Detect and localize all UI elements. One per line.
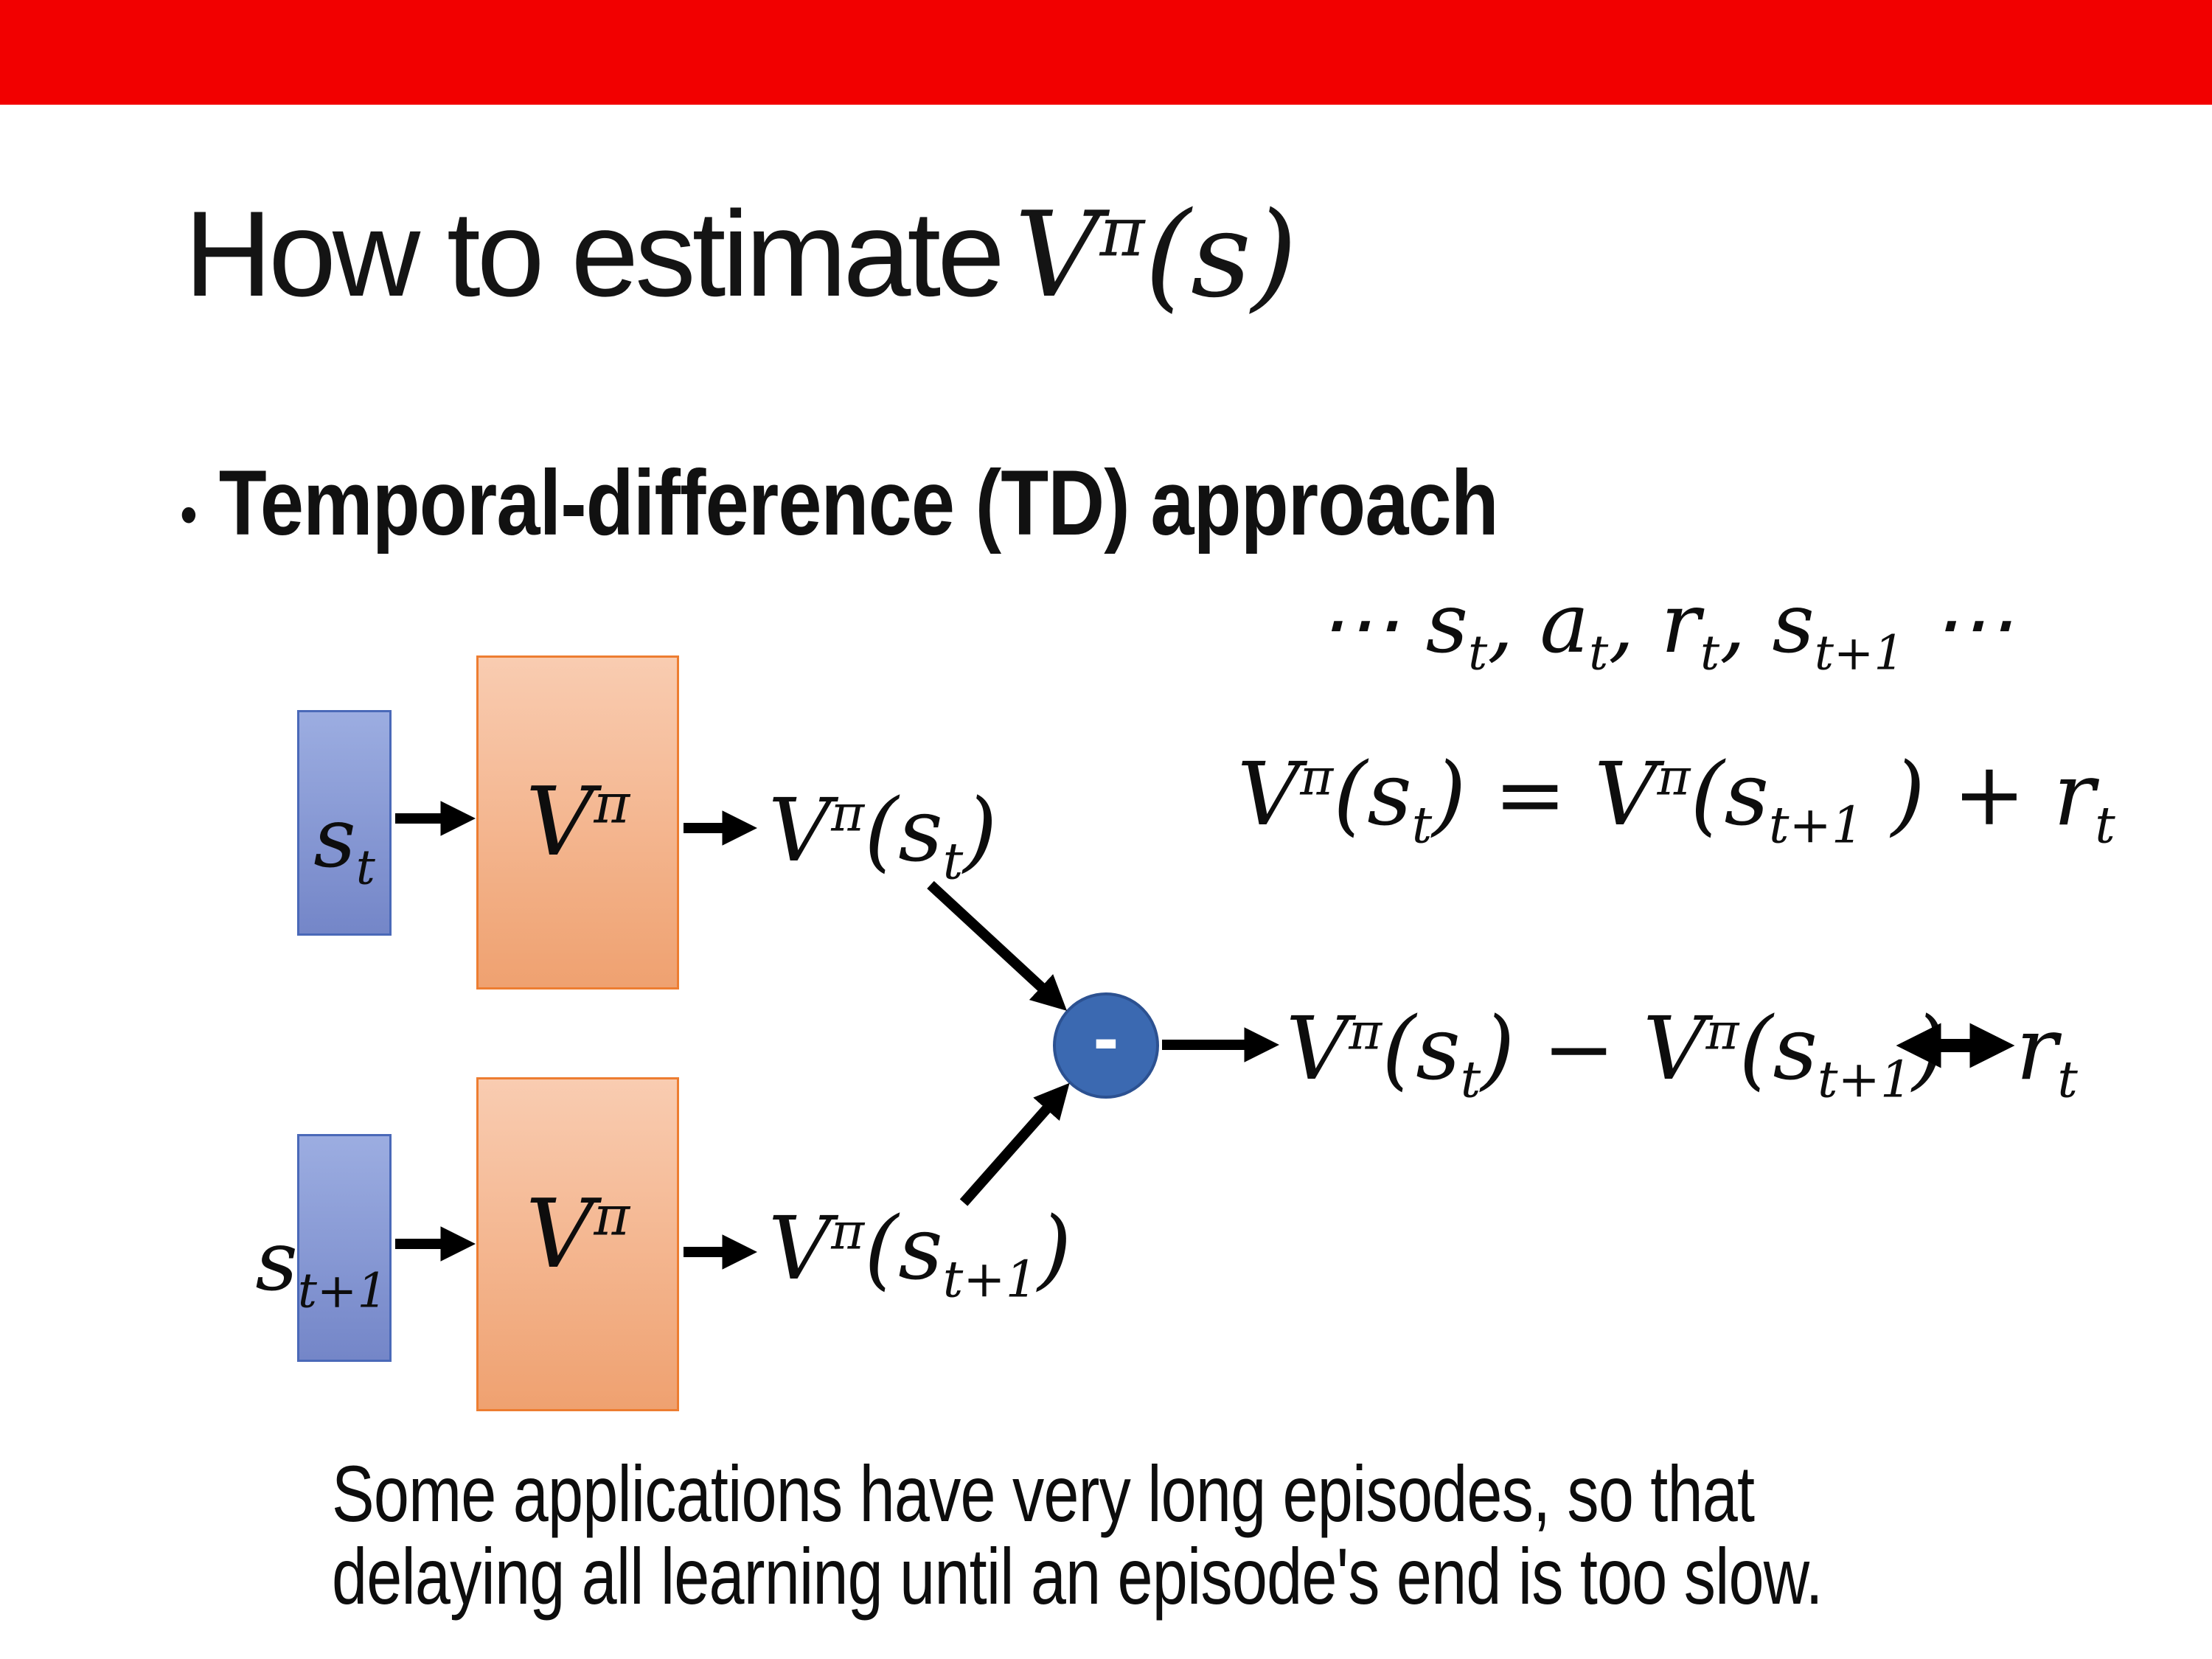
footer-line-1: Some applications have very long episode… [332, 1449, 1755, 1538]
recording-indicator-bar [0, 0, 2212, 105]
state-box-st [297, 710, 392, 936]
slide-title-math: Vπ(s) [1014, 186, 1298, 324]
trajectory-sequence: ⋯ st, at, rt, st+1 ⋯ [1317, 576, 2014, 681]
state-label-st: st [313, 790, 375, 896]
value-network-box-2 [476, 1077, 679, 1411]
bullet-line: • Temporal-difference (TD) approach [180, 452, 1499, 554]
minus-sign: - [1093, 995, 1119, 1081]
state-label-st1: st+1 [255, 1214, 388, 1319]
footer-line-2: delaying all learning until an episode's… [332, 1531, 1823, 1621]
subtraction-node: - [1053, 992, 1159, 1099]
value-network-box-1 [476, 655, 679, 990]
arrow-output2-to-node [959, 1082, 1070, 1206]
reward-term: rt [2016, 998, 2078, 1110]
value-box-label-2: Vπ [525, 1180, 630, 1290]
bullet-marker: • [180, 481, 198, 547]
value-output-label-2: Vπ(st+1) [768, 1197, 1072, 1310]
arrow-output1-to-node [927, 880, 1067, 1011]
value-box-label-1: Vπ [525, 768, 630, 877]
value-output-label-1: Vπ(st) [768, 779, 998, 891]
bullet-text: Temporal-difference (TD) approach [218, 452, 1499, 554]
footer-note: Some applications have very long episode… [332, 1453, 1823, 1618]
slide-title: How to estimate Vπ(s) [184, 193, 1297, 315]
state-box-st1 [297, 1134, 392, 1362]
td-update-equation: Vπ(st) = Vπ(st+1 ) + rt [1237, 743, 2115, 855]
double-arrow-icon [1896, 1023, 2015, 1068]
difference-expression: Vπ(st) − Vπ(st+1) [1286, 998, 1946, 1110]
slide-title-text: How to estimate [184, 186, 1005, 321]
